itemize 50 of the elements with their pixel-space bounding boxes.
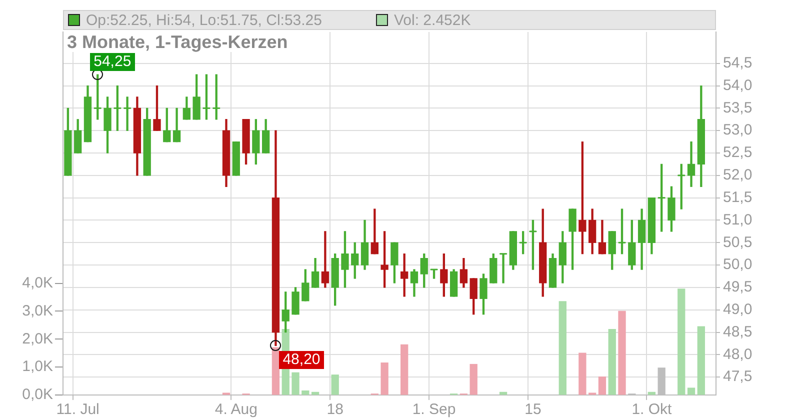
bar: [648, 392, 656, 395]
bar: [687, 388, 696, 395]
bar: [618, 310, 626, 395]
x-tick-label: 4. Aug: [214, 401, 258, 418]
bar: [598, 376, 606, 395]
candlestick: [321, 231, 330, 288]
bar: [302, 390, 310, 395]
y-tick-label: 50,5: [723, 234, 752, 251]
x-tick-label: 15: [524, 401, 542, 418]
bar: [578, 352, 586, 395]
legend-label: Op:52.25, Hi:54, Lo:51.75, Cl:53.25: [86, 12, 322, 28]
y-tick-label: 54,5: [723, 54, 752, 72]
y-tick-label: 51,0: [723, 211, 752, 228]
bar: [272, 347, 280, 395]
bar: [678, 288, 686, 395]
y-tick-label: 54,0: [723, 76, 752, 94]
bar: [608, 329, 616, 395]
bar: [400, 344, 408, 395]
bar: [470, 364, 478, 395]
bar: [331, 374, 339, 395]
y-tick-label: 48,5: [723, 323, 752, 340]
annotation: 54,25: [90, 52, 136, 71]
y-tick-label: 47,5: [723, 368, 752, 386]
y-tick-label: 53,0: [723, 122, 752, 139]
chart-title: 3 Monate, 1-Tages-Kerzen: [65, 32, 290, 52]
bar: [292, 372, 300, 395]
bar: [311, 392, 320, 395]
bar: [380, 362, 388, 395]
bar: [558, 301, 566, 395]
legend-label: Vol: 2.452K: [394, 12, 471, 28]
annotation: 48,20: [278, 350, 324, 369]
y2-tick-label: 1,0K: [22, 358, 53, 376]
x-tick-label: 1. Sep: [412, 401, 456, 418]
y2-tick-label: 0,0K: [22, 386, 53, 404]
y-tick-label: 51,5: [723, 188, 752, 206]
y-tick-label: 48,0: [723, 346, 752, 363]
y-tick-label: 50,0: [723, 256, 752, 274]
y-tick-label: 52,0: [723, 166, 752, 184]
y2-tick-label: 2,0K: [22, 330, 53, 348]
y-tick-label: 49,0: [723, 300, 752, 318]
y-tick-label: 53,5: [723, 99, 752, 116]
y-tick-label: 49,5: [723, 278, 752, 296]
y-tick-label: 52,5: [723, 144, 752, 162]
x-tick-label: 1. Okt: [632, 401, 673, 418]
x-tick-label: 11. Jul: [56, 401, 100, 418]
y2-tick-label: 4,0K: [22, 274, 53, 292]
y2-tick-label: 3,0K: [22, 302, 53, 320]
bar: [499, 392, 508, 395]
x-tick-label: 18: [326, 401, 344, 418]
bar: [697, 326, 705, 395]
